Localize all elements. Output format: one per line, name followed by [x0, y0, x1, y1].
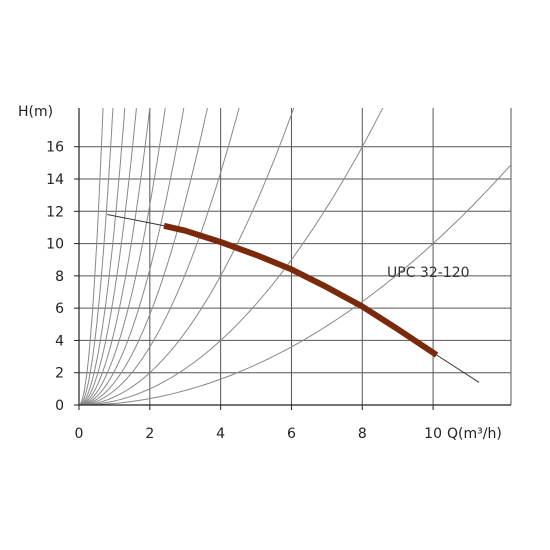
x-tick-label-3: 6: [287, 426, 296, 442]
y-tick-label-1: 2: [55, 366, 64, 382]
y-tick-label-0: 0: [55, 398, 64, 414]
system-curve-4: [79, 108, 151, 405]
system-curves: [79, 108, 511, 405]
axes: [78, 108, 511, 406]
y-tick-label-3: 6: [55, 301, 64, 317]
system-curve-11: [79, 164, 511, 405]
x-axis-ticks: 0 2 4 6 8 10: [75, 405, 442, 442]
system-curve-1: [79, 108, 114, 405]
series-0-extension-right: [436, 354, 480, 383]
y-tick-label-6: 12: [46, 204, 64, 220]
x-tick-label-4: 8: [358, 426, 367, 442]
system-curve-0: [79, 108, 104, 405]
y-tick-label-5: 10: [46, 237, 64, 253]
x-axis-label: Q(m³/h): [447, 426, 502, 442]
system-curve-3: [79, 108, 137, 405]
series-label: UPC 32-120: [387, 265, 470, 281]
y-tick-label-7: 14: [46, 172, 64, 188]
system-curve-6: [79, 108, 185, 405]
system-curve-9: [79, 108, 295, 405]
series-0-extension-left: [107, 214, 165, 227]
x-tick-label-1: 2: [145, 426, 154, 442]
system-curve-7: [79, 108, 208, 405]
system-curve-2: [79, 108, 126, 405]
x-tick-label-2: 4: [216, 426, 225, 442]
y-axis-ticks: 0 2 4 6 8 10 12 14 16: [46, 140, 79, 414]
system-curve-8: [79, 108, 240, 405]
system-curve-10: [79, 108, 384, 405]
x-tick-label-0: 0: [75, 426, 84, 442]
grid-lines: [79, 108, 512, 405]
x-tick-label-5: 10: [424, 426, 442, 442]
y-tick-label-4: 8: [55, 269, 64, 285]
system-curve-5: [79, 108, 166, 405]
series-0-line: [163, 222, 439, 358]
y-tick-label-2: 4: [55, 333, 64, 349]
y-axis-label: H(m): [18, 104, 53, 120]
series: [107, 214, 480, 383]
y-tick-label-8: 16: [46, 140, 64, 156]
